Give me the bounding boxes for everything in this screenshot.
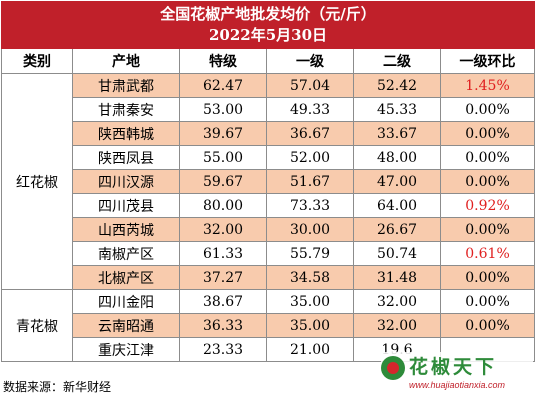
header-category: 类别: [1, 48, 73, 74]
second-price-cell: 50.74: [353, 241, 441, 266]
first-price-cell: 55.79: [266, 241, 354, 266]
first-price-cell: 30.00: [266, 217, 354, 242]
table-row: 陕西韩城 39.67 36.67 33.67 0.00%: [2, 121, 536, 146]
origin-cell: 甘肃武都: [72, 73, 180, 98]
special-price-cell: 55.00: [179, 145, 267, 170]
category-cell: 红花椒: [1, 73, 73, 290]
second-price-cell: 48.00: [353, 145, 441, 170]
header-change: 一级环比: [439, 48, 536, 74]
table-row: 陕西凤县 55.00 52.00 48.00 0.00%: [2, 145, 536, 170]
origin-cell: 北椒产区: [72, 265, 180, 290]
change-cell: 0.00%: [439, 313, 536, 338]
table-row: 四川茂县 80.00 73.33 64.00 0.92%: [2, 193, 536, 218]
special-price-cell: 36.33: [179, 313, 267, 338]
change-cell: 0.61%: [439, 241, 536, 266]
origin-cell: 四川汉源: [72, 169, 180, 194]
table-row: 青花椒 四川金阳 38.67 35.00 32.00 0.00%: [1, 289, 536, 362]
first-price-cell: 34.58: [266, 265, 354, 290]
watermark-url: www.huajiaotianxia.com: [409, 380, 506, 390]
origin-cell: 四川茂县: [72, 193, 180, 218]
second-price-cell: 33.67: [353, 121, 441, 146]
special-price-cell: 80.00: [179, 193, 267, 218]
table-row: 南椒产区 61.33 55.79 50.74 0.61%: [2, 241, 536, 266]
origin-cell: 四川金阳: [72, 289, 180, 314]
change-cell: 0.00%: [439, 121, 536, 146]
header-special: 特级: [179, 48, 267, 74]
origin-cell: 云南昭通: [72, 313, 180, 338]
second-price-cell: 31.48: [353, 265, 441, 290]
second-price-cell: 32.00: [353, 313, 441, 338]
table-row: 云南昭通 36.33 35.00 32.00 0.00%: [2, 313, 536, 338]
origin-cell: 陕西凤县: [72, 145, 180, 170]
title-text: 全国花椒产地批发均价（元/斤）: [160, 5, 376, 23]
change-cell: 0.00%: [439, 145, 536, 170]
header-second: 二级: [353, 48, 441, 74]
special-price-cell: 53.00: [179, 97, 267, 122]
special-price-cell: 23.33: [179, 337, 267, 362]
price-table: 全国花椒产地批发均价（元/斤） 2022年5月30日 类别 产地 特级 一级 二…: [0, 1, 536, 362]
origin-cell: 重庆江津: [72, 337, 180, 362]
origin-cell: 山西芮城: [72, 217, 180, 242]
table-row: 四川汉源 59.67 51.67 47.00 0.00%: [2, 169, 536, 194]
second-price-cell: 45.33: [353, 97, 441, 122]
table-row: 北椒产区 37.27 34.58 31.48 0.00%: [2, 265, 536, 290]
second-price-cell: 26.67: [353, 217, 441, 242]
date-text: 2022年5月30日: [208, 26, 328, 44]
second-price-cell: 32.00: [353, 289, 441, 314]
data-source: 数据来源：新华财经: [3, 380, 112, 394]
table-row: 山西芮城 32.00 30.00 26.67 0.00%: [2, 217, 536, 242]
first-price-cell: 57.04: [266, 73, 354, 98]
special-price-cell: 62.47: [179, 73, 267, 98]
origin-cell: 陕西韩城: [72, 121, 180, 146]
special-price-cell: 59.67: [179, 169, 267, 194]
special-price-cell: 37.27: [179, 265, 267, 290]
table-row: 甘肃秦安 53.00 49.33 45.33 0.00%: [2, 97, 536, 122]
origin-cell: 甘肃秦安: [72, 97, 180, 122]
header-first: 一级: [266, 48, 354, 74]
first-price-cell: 51.67: [266, 169, 354, 194]
first-price-cell: 49.33: [266, 97, 354, 122]
change-cell: 0.00%: [439, 289, 536, 314]
first-price-cell: 73.33: [266, 193, 354, 218]
first-price-cell: 35.00: [266, 289, 354, 314]
table-title: 全国花椒产地批发均价（元/斤） 2022年5月30日: [0, 1, 536, 49]
table-row: 红花椒 甘肃武都 62.47 57.04 52.42 1.45%: [1, 73, 536, 290]
change-cell: 0.00%: [439, 97, 536, 122]
change-cell: 1.45%: [439, 73, 536, 98]
first-price-cell: 36.67: [266, 121, 354, 146]
change-cell: 0.00%: [439, 169, 536, 194]
special-price-cell: 39.67: [179, 121, 267, 146]
first-price-cell: 21.00: [266, 337, 354, 362]
first-price-cell: 35.00: [266, 313, 354, 338]
origin-cell: 南椒产区: [72, 241, 180, 266]
change-cell: 0.00%: [439, 217, 536, 242]
change-cell: 0.00%: [439, 265, 536, 290]
special-price-cell: 61.33: [179, 241, 267, 266]
change-cell: 0.92%: [439, 193, 536, 218]
watermark-logo: 花椒天下 www.huajiaotianxia.com: [381, 352, 533, 398]
header-row: 类别 产地 特级 一级 二级 一级环比: [1, 48, 536, 74]
first-price-cell: 52.00: [266, 145, 354, 170]
second-price-cell: 52.42: [353, 73, 441, 98]
special-price-cell: 38.67: [179, 289, 267, 314]
watermark-brand: 花椒天下: [409, 356, 498, 378]
header-origin: 产地: [72, 48, 180, 74]
special-price-cell: 32.00: [179, 217, 267, 242]
second-price-cell: 64.00: [353, 193, 441, 218]
second-price-cell: 47.00: [353, 169, 441, 194]
pepper-logo-icon: [381, 356, 405, 380]
category-cell: 青花椒: [1, 289, 73, 362]
